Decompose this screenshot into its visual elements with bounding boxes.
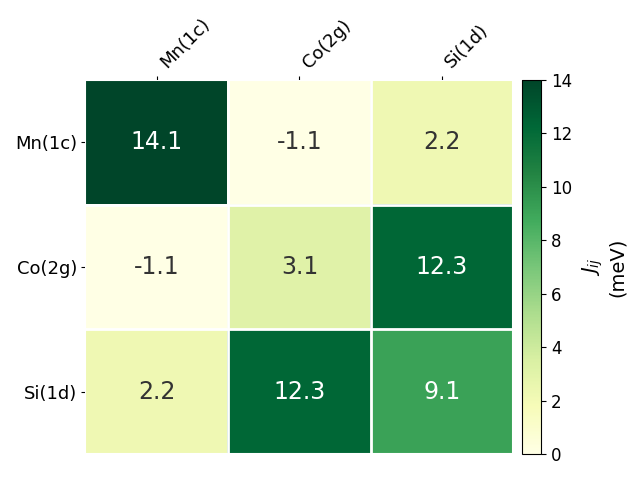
Text: 12.3: 12.3 bbox=[416, 255, 468, 279]
Text: 3.1: 3.1 bbox=[281, 255, 318, 279]
Y-axis label: $\it{J_{ij}}$
(meV): $\it{J_{ij}}$ (meV) bbox=[580, 237, 627, 297]
Text: 2.2: 2.2 bbox=[423, 131, 461, 155]
Text: 12.3: 12.3 bbox=[273, 380, 326, 404]
Text: -1.1: -1.1 bbox=[276, 131, 322, 155]
Text: -1.1: -1.1 bbox=[134, 255, 180, 279]
Text: 2.2: 2.2 bbox=[138, 380, 175, 404]
Text: 14.1: 14.1 bbox=[131, 131, 183, 155]
Text: 9.1: 9.1 bbox=[424, 380, 461, 404]
